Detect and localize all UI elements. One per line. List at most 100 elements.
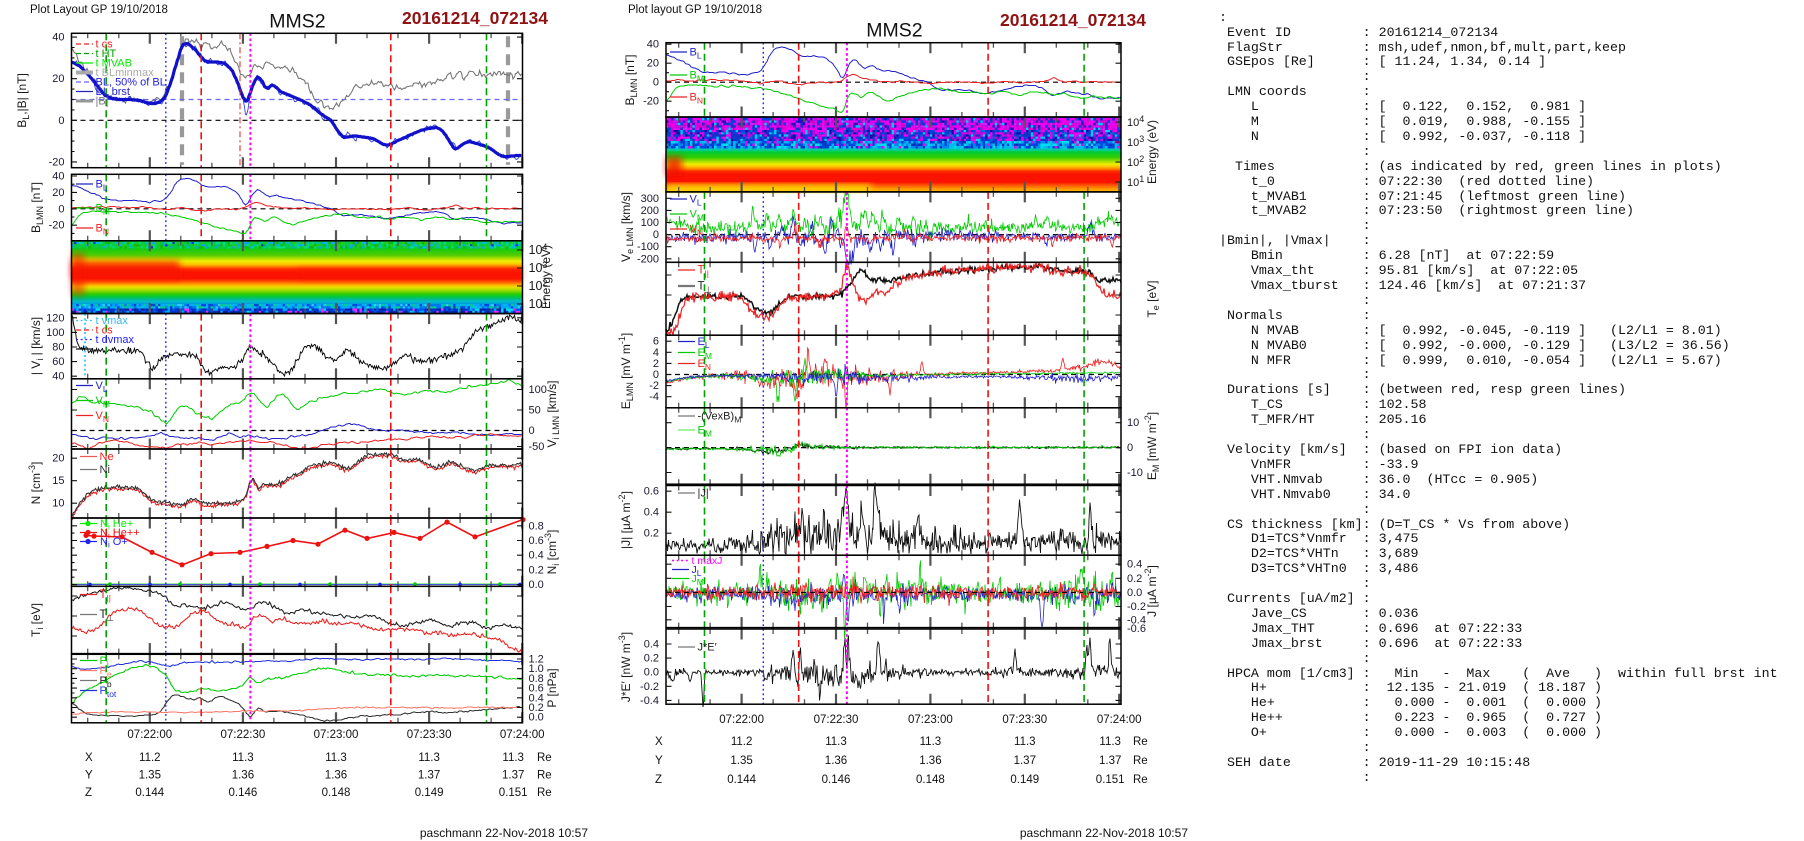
svg-text:10: 10: [52, 498, 64, 510]
svg-text:EN: EN: [698, 358, 711, 372]
svg-text:102: 102: [1127, 154, 1144, 169]
svg-text:|J| [µA m-2]: |J| [µA m-2]: [617, 491, 633, 549]
svg-text:-0.4: -0.4: [1127, 614, 1146, 626]
svg-text:Ni O+: Ni O+: [100, 536, 128, 550]
svg-text:-200: -200: [637, 253, 659, 265]
svg-text:t maxJ: t maxJ: [692, 555, 723, 567]
svg-text:P [nPa]: P [nPa]: [545, 668, 559, 707]
svg-text:20: 20: [52, 453, 64, 465]
svg-text:11.3: 11.3: [1014, 736, 1036, 748]
svg-text:Ni He++: Ni He++: [100, 527, 140, 541]
svg-text:|J|: |J|: [698, 488, 709, 500]
svg-text:11.3: 11.3: [325, 752, 347, 764]
svg-text:0.146: 0.146: [822, 774, 851, 786]
svg-text:50: 50: [529, 405, 541, 417]
svg-text:07:24:00: 07:24:00: [500, 729, 545, 741]
svg-text:VL: VL: [96, 380, 108, 394]
svg-text:11.3: 11.3: [418, 752, 440, 764]
svg-text:EM: EM: [698, 347, 712, 361]
svg-text:20161214_072134: 20161214_072134: [1000, 10, 1146, 30]
svg-text:-100: -100: [637, 241, 659, 253]
svg-text:t MVAB: t MVAB: [96, 58, 132, 70]
svg-text:X: X: [85, 752, 93, 764]
svg-text:0.0: 0.0: [644, 667, 659, 679]
svg-text:T||: T||: [100, 589, 111, 603]
svg-text:BM: BM: [690, 70, 704, 84]
svg-text:paschmann 22-Nov-2018 10:57: paschmann 22-Nov-2018 10:57: [1020, 826, 1188, 840]
svg-text:0: 0: [58, 115, 64, 127]
svg-text:0.0: 0.0: [1127, 587, 1142, 599]
svg-text:X: X: [655, 736, 663, 748]
svg-text:07:23:30: 07:23:30: [407, 729, 452, 741]
svg-text:|B|: |B|: [96, 96, 109, 108]
svg-text:Energy (eV): Energy (eV): [1145, 120, 1159, 184]
svg-text:t dvmax: t dvmax: [96, 334, 135, 346]
svg-text:Plot layout GP 19/10/2018: Plot layout GP 19/10/2018: [628, 4, 762, 16]
svg-text:0.0: 0.0: [529, 579, 544, 591]
svg-text:0.149: 0.149: [1010, 774, 1039, 786]
svg-text:0.146: 0.146: [229, 787, 258, 799]
svg-text:-(VexB)M: -(VexB)M: [698, 411, 742, 425]
svg-text:200: 200: [641, 205, 659, 217]
svg-text:Ptot: Ptot: [100, 685, 117, 699]
svg-text:0.148: 0.148: [322, 787, 351, 799]
svg-text:07:23:30: 07:23:30: [1002, 714, 1047, 726]
svg-text:1.37: 1.37: [502, 770, 524, 782]
svg-text:VL: VL: [690, 194, 702, 208]
svg-text:Re: Re: [537, 770, 552, 782]
svg-text:Pb: Pb: [100, 675, 112, 689]
svg-text:-20: -20: [643, 96, 659, 108]
svg-text:0: 0: [653, 229, 659, 241]
svg-text:100: 100: [641, 217, 659, 229]
svg-text:4: 4: [653, 347, 659, 359]
svg-text:0: 0: [529, 425, 535, 437]
svg-text:T⊥: T⊥: [100, 609, 115, 623]
svg-text:0.148: 0.148: [916, 774, 945, 786]
svg-text:T||: T||: [698, 265, 709, 279]
svg-text:JL: JL: [692, 564, 702, 578]
svg-text:07:23:00: 07:23:00: [314, 729, 359, 741]
svg-text:101: 101: [1127, 174, 1144, 189]
svg-text:300: 300: [641, 193, 659, 205]
svg-text:07:24:00: 07:24:00: [1097, 714, 1142, 726]
svg-text:80: 80: [52, 342, 64, 354]
svg-text:ELMN [mV m-1]: ELMN [mV m-1]: [617, 333, 635, 409]
svg-text:BL,|B| [nT]: BL,|B| [nT]: [15, 73, 31, 128]
svg-text:20: 20: [52, 73, 64, 85]
svg-text:103: 103: [1127, 134, 1144, 149]
svg-text:40: 40: [52, 32, 64, 44]
svg-text:MMS2: MMS2: [269, 10, 325, 32]
svg-text:1.0: 1.0: [529, 663, 544, 675]
svg-text:1.35: 1.35: [139, 770, 161, 782]
svg-text:0.2: 0.2: [644, 528, 659, 540]
svg-text:BLMN [nT]: BLMN [nT]: [29, 182, 45, 233]
svg-text:Pe: Pe: [100, 665, 112, 679]
svg-text:J*E′: J*E′: [698, 642, 717, 654]
svg-text:10: 10: [1127, 417, 1139, 429]
svg-text:11.2: 11.2: [139, 752, 161, 764]
svg-text:VM: VM: [96, 395, 110, 409]
svg-text:0.2: 0.2: [1127, 573, 1142, 585]
svg-text:T⊥: T⊥: [698, 281, 713, 295]
svg-text:0.4: 0.4: [529, 550, 544, 562]
svg-text:EM: EM: [698, 425, 712, 439]
svg-text:20: 20: [647, 58, 659, 70]
svg-text:40: 40: [52, 371, 64, 383]
svg-text:0.149: 0.149: [415, 787, 444, 799]
svg-text:BN: BN: [690, 92, 703, 106]
svg-text:-0.2: -0.2: [1127, 601, 1146, 613]
svg-text:N [cm-3]: N [cm-3]: [27, 462, 43, 505]
svg-text:t vmax: t vmax: [96, 315, 129, 327]
svg-text:1.37: 1.37: [418, 770, 440, 782]
svg-text:0: 0: [653, 77, 659, 89]
svg-text:Ti [eV]: Ti [eV]: [29, 603, 45, 637]
svg-text:t HT: t HT: [96, 48, 117, 60]
svg-text:BL, 50% of BL: BL, 50% of BL: [96, 77, 166, 89]
svg-text:Re: Re: [1133, 774, 1148, 786]
svg-text:0.6: 0.6: [644, 486, 659, 498]
svg-text:0.2: 0.2: [529, 702, 544, 714]
svg-text:BN: BN: [96, 223, 109, 237]
svg-text:VN: VN: [690, 224, 703, 238]
svg-text:Ve LMN [km/s]: Ve LMN [km/s]: [619, 192, 635, 262]
svg-text:-0.4: -0.4: [640, 695, 659, 707]
